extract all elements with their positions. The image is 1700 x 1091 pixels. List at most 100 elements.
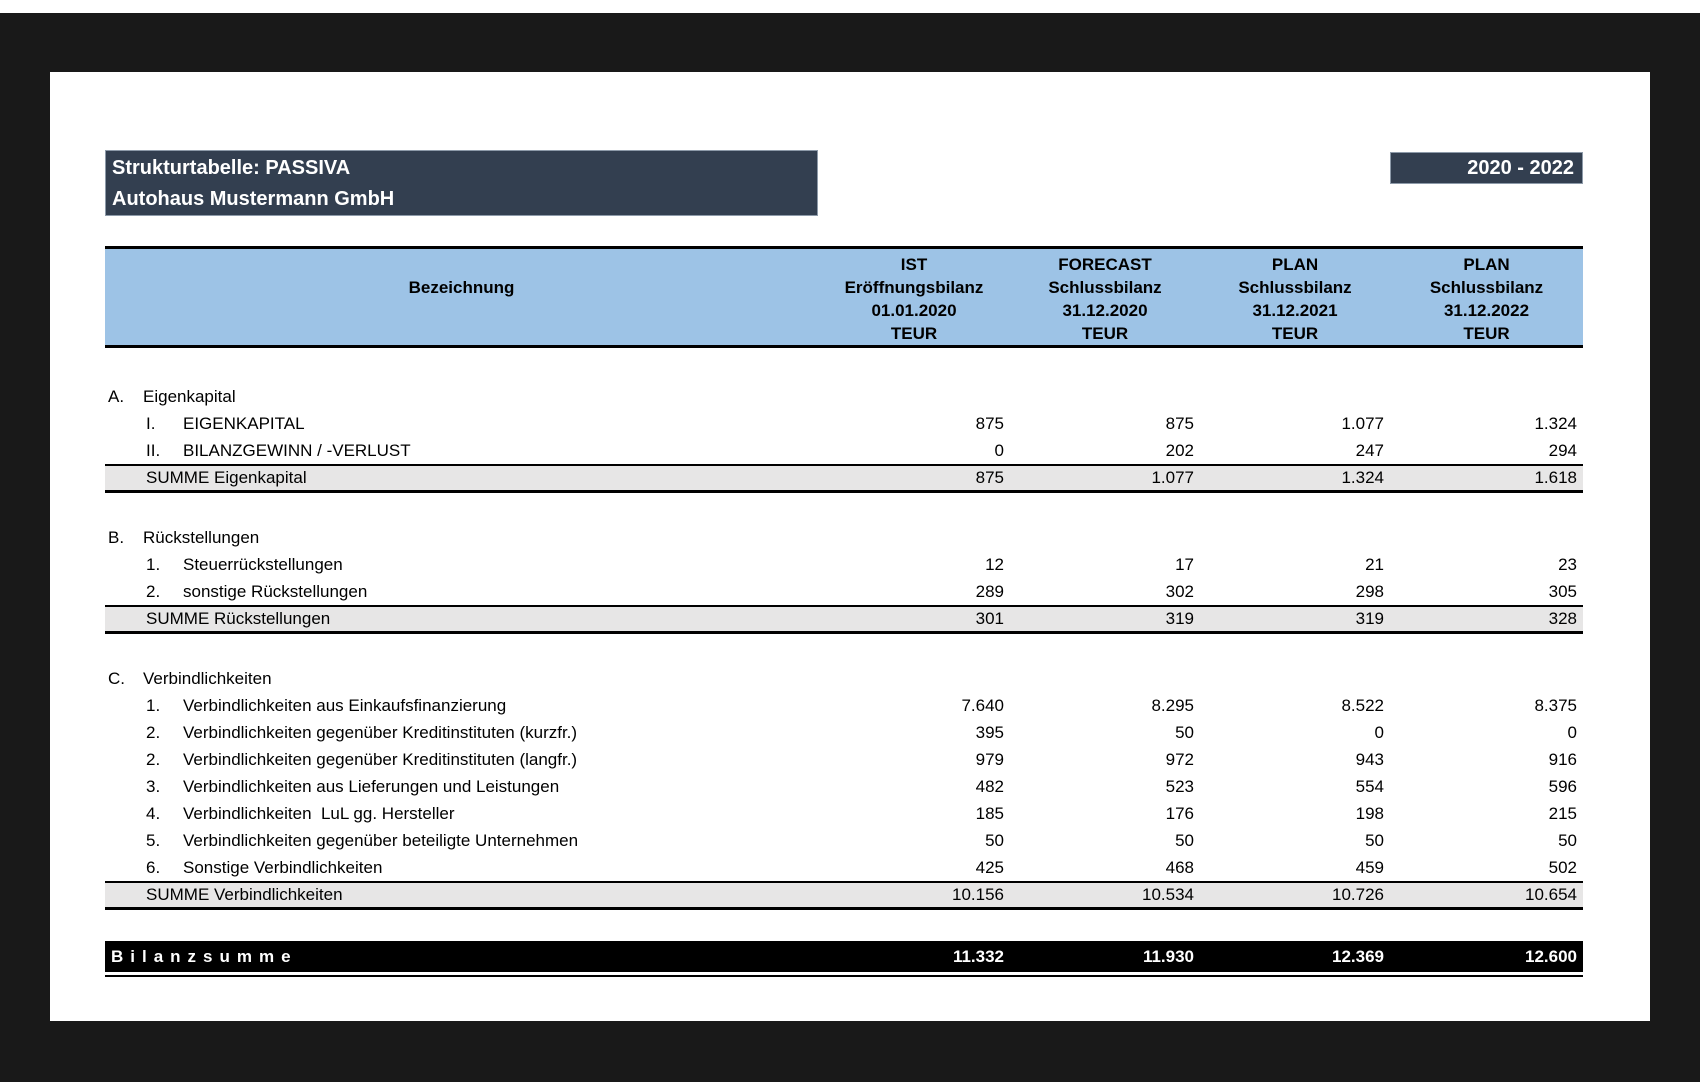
col-unit: TEUR xyxy=(890,324,938,343)
value-cell: 8.375 xyxy=(1534,696,1577,715)
company-name: Autohaus Mustermann GmbH xyxy=(112,188,395,210)
table-row: 6. Sonstige Verbindlichkeiten 425 468 459 5… xyxy=(105,854,1583,881)
value-cell: 298 xyxy=(1355,582,1384,601)
row-number: 4. xyxy=(146,804,161,823)
table-header-row: Bezeichnung IST Eröffnungsbilanz 01.01.2… xyxy=(105,246,1583,348)
value-cell: 176 xyxy=(1165,804,1194,823)
section-letter: A. xyxy=(108,387,125,406)
grand-total-value: 11.930 xyxy=(1142,947,1194,966)
value-cell: 185 xyxy=(975,804,1004,823)
row-label: Sonstige Verbindlichkeiten xyxy=(183,858,383,877)
value-cell: 979 xyxy=(975,750,1004,769)
value-cell: 50 xyxy=(1175,723,1194,742)
row-label: Verbindlichkeiten gegenüber Kreditinstit… xyxy=(183,750,578,769)
grand-total-row: Bilanzsumme 11.332 11.930 12.369 12.600 xyxy=(105,941,1583,972)
col-unit: TEUR xyxy=(1081,324,1129,343)
summary-row: SUMME Verbindlichkeiten 10.156 10.534 10.7… xyxy=(105,881,1583,910)
value-cell: 319 xyxy=(1355,609,1384,628)
value-cell: 10.156 xyxy=(952,885,1004,904)
value-cell: 0 xyxy=(1567,723,1577,742)
value-cell: 50 xyxy=(1558,831,1577,850)
row-label: Verbindlichkeiten gegenüber beteiligte U… xyxy=(183,831,579,850)
col-balance-type: Schlussbilanz xyxy=(1429,278,1544,297)
col-unit: TEUR xyxy=(1271,324,1319,343)
row-number: 1. xyxy=(146,555,161,574)
summary-label: SUMME Eigenkapital xyxy=(146,468,307,487)
column-header-ist: IST Eröffnungsbilanz 01.01.2020 TEUR xyxy=(818,249,1010,345)
passiva-table: Bezeichnung IST Eröffnungsbilanz 01.01.2… xyxy=(105,246,1583,977)
row-label: Verbindlichkeiten LuL gg. Hersteller xyxy=(183,804,455,823)
report-title: Strukturtabelle: PASSIVA xyxy=(112,157,351,179)
grand-total-value: 12.369 xyxy=(1332,947,1384,966)
value-cell: 50 xyxy=(1175,831,1194,850)
value-cell: 202 xyxy=(1165,441,1194,460)
row-label: Verbindlichkeiten gegenüber Kreditinstit… xyxy=(183,723,578,742)
column-header-forecast: FORECAST Schlussbilanz 31.12.2020 TEUR xyxy=(1010,249,1200,345)
row-number: 2. xyxy=(146,750,161,769)
value-cell: 8.295 xyxy=(1151,696,1194,715)
grand-total-wrap: Bilanzsumme 11.332 11.930 12.369 12.600 xyxy=(105,941,1583,977)
table-row: 3. Verbindlichkeiten aus Lieferungen und… xyxy=(105,773,1583,800)
value-cell: 17 xyxy=(1175,555,1194,574)
value-cell: 305 xyxy=(1548,582,1577,601)
row-number: 6. xyxy=(146,858,161,877)
value-cell: 10.654 xyxy=(1525,885,1577,904)
table-row: 1. Steuerrückstellungen 12 17 21 23 xyxy=(105,551,1583,578)
row-number: 5. xyxy=(146,831,161,850)
value-cell: 425 xyxy=(975,858,1004,877)
value-cell: 972 xyxy=(1165,750,1194,769)
row-number: 1. xyxy=(146,696,161,715)
row-label: Verbindlichkeiten aus Einkaufsfinanzieru… xyxy=(183,696,507,715)
row-label: Verbindlichkeiten aus Lieferungen und Le… xyxy=(183,777,560,796)
value-cell: 289 xyxy=(975,582,1004,601)
summary-row: SUMME Eigenkapital 875 1.077 1.324 1.618 xyxy=(105,464,1583,493)
summary-label: SUMME Rückstellungen xyxy=(146,609,331,628)
col-date: 31.12.2021 xyxy=(1252,301,1338,320)
value-cell: 215 xyxy=(1548,804,1577,823)
value-cell: 50 xyxy=(985,831,1004,850)
value-cell: 10.726 xyxy=(1332,885,1384,904)
report-canvas: Strukturtabelle: PASSIVA Autohaus Muster… xyxy=(50,72,1650,1021)
value-cell: 1.324 xyxy=(1534,414,1577,433)
value-cell: 319 xyxy=(1165,609,1194,628)
column-header-bezeichnung: Bezeichnung xyxy=(408,278,515,297)
col-balance-type: Schlussbilanz xyxy=(1238,278,1352,297)
section-gap xyxy=(105,493,1583,524)
value-cell: 21 xyxy=(1365,555,1384,574)
value-cell: 8.522 xyxy=(1341,696,1384,715)
col-unit: TEUR xyxy=(1463,324,1510,343)
section-title: Eigenkapital xyxy=(143,387,236,406)
value-cell: 459 xyxy=(1355,858,1384,877)
value-cell: 0 xyxy=(994,441,1004,460)
col-scenario: FORECAST xyxy=(1058,255,1152,274)
grand-total-value: 12.600 xyxy=(1525,947,1577,966)
value-cell: 1.324 xyxy=(1341,468,1384,487)
row-number: 2. xyxy=(146,582,161,601)
value-cell: 502 xyxy=(1548,858,1577,877)
value-cell: 1.077 xyxy=(1341,414,1384,433)
table-body: A. Eigenkapital I. EIGENKAPITAL 875 875 1.… xyxy=(105,383,1583,910)
col-scenario: IST xyxy=(900,255,928,274)
row-number: II. xyxy=(146,441,161,460)
value-cell: 23 xyxy=(1558,555,1577,574)
section-header-row: C. Verbindlichkeiten xyxy=(105,665,1583,692)
value-cell: 247 xyxy=(1355,441,1384,460)
section-title: Verbindlichkeiten xyxy=(143,669,272,688)
table-row: II. BILANZGEWINN / -VERLUST 0 202 247 294 xyxy=(105,437,1583,464)
summary-label: SUMME Verbindlichkeiten xyxy=(146,885,343,904)
table-row: 4. Verbindlichkeiten LuL gg. Hersteller … xyxy=(105,800,1583,827)
table-row: 1. Verbindlichkeiten aus Einkaufsfinanzi… xyxy=(105,692,1583,719)
value-cell: 916 xyxy=(1548,750,1577,769)
value-cell: 596 xyxy=(1548,777,1577,796)
col-date: 31.12.2022 xyxy=(1443,301,1530,320)
table-row: 5. Verbindlichkeiten gegenüber beteiligt… xyxy=(105,827,1583,854)
value-cell: 468 xyxy=(1165,858,1194,877)
row-label: BILANZGEWINN / -VERLUST xyxy=(183,441,411,460)
value-cell: 302 xyxy=(1165,582,1194,601)
value-cell: 10.534 xyxy=(1142,885,1194,904)
grand-total-label: Bilanzsumme xyxy=(111,947,298,966)
section-header-row: A. Eigenkapital xyxy=(105,383,1583,410)
row-label: sonstige Rückstellungen xyxy=(183,582,368,601)
value-cell: 1.618 xyxy=(1534,468,1577,487)
